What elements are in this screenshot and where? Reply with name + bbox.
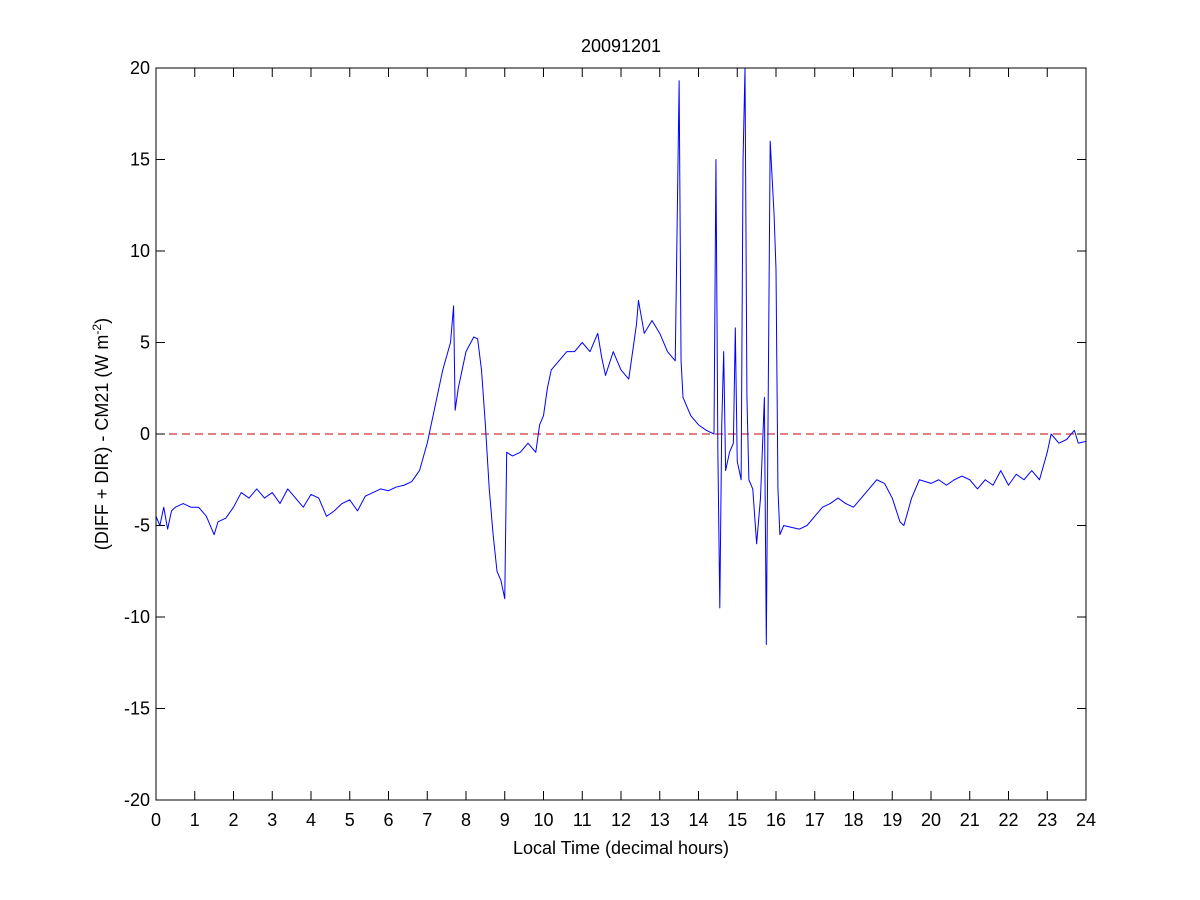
y-tick-label: 10 — [130, 241, 150, 261]
y-tick-label: 20 — [130, 58, 150, 78]
chart-title: 20091201 — [581, 36, 661, 56]
x-tick-label: 3 — [267, 810, 277, 830]
x-tick-label: 1 — [190, 810, 200, 830]
x-tick-label: 2 — [228, 810, 238, 830]
y-tick-label: -5 — [134, 516, 150, 536]
y-axis-label-superscript: -2 — [90, 324, 104, 335]
x-tick-label: 20 — [921, 810, 941, 830]
data-line — [156, 67, 1086, 645]
y-tick-label: -10 — [124, 607, 150, 627]
x-tick-label: 5 — [345, 810, 355, 830]
y-tick-label: -20 — [124, 790, 150, 810]
y-axis-label: (DIFF + DIR) - CM21 (W m-2) — [90, 318, 112, 550]
x-tick-label: 0 — [151, 810, 161, 830]
y-axis-label-end: ) — [92, 318, 112, 324]
x-tick-label: 19 — [882, 810, 902, 830]
x-tick-label: 9 — [500, 810, 510, 830]
y-axis-label-main: (DIFF + DIR) - CM21 (W m — [92, 335, 112, 550]
x-tick-label: 11 — [573, 810, 592, 830]
x-tick-label: 4 — [306, 810, 316, 830]
x-tick-label: 8 — [461, 810, 471, 830]
x-axis-label: Local Time (decimal hours) — [513, 838, 729, 858]
y-tick-label: 15 — [130, 150, 150, 170]
y-tick-label: 0 — [140, 424, 150, 444]
x-tick-label: 18 — [843, 810, 863, 830]
x-tick-label: 16 — [766, 810, 786, 830]
y-tick-label: -15 — [124, 699, 150, 719]
x-tick-label: 23 — [1037, 810, 1057, 830]
x-tick-label: 17 — [805, 810, 825, 830]
x-tick-label: 15 — [727, 810, 747, 830]
x-tick-label: 7 — [422, 810, 432, 830]
y-tick-label: 5 — [140, 333, 150, 353]
x-tick-label: 21 — [960, 810, 980, 830]
x-tick-label: 10 — [533, 810, 553, 830]
x-tick-label: 24 — [1076, 810, 1096, 830]
x-tick-label: 13 — [650, 810, 670, 830]
plot-area — [156, 68, 1086, 800]
x-tick-label: 12 — [611, 810, 631, 830]
x-tick-label: 22 — [998, 810, 1018, 830]
x-tick-label: 6 — [383, 810, 393, 830]
x-tick-label: 14 — [688, 810, 708, 830]
